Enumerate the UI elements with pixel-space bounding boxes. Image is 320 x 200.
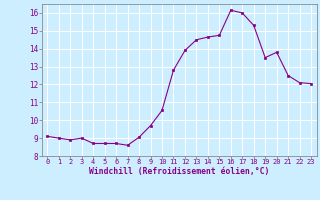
X-axis label: Windchill (Refroidissement éolien,°C): Windchill (Refroidissement éolien,°C)	[89, 167, 269, 176]
